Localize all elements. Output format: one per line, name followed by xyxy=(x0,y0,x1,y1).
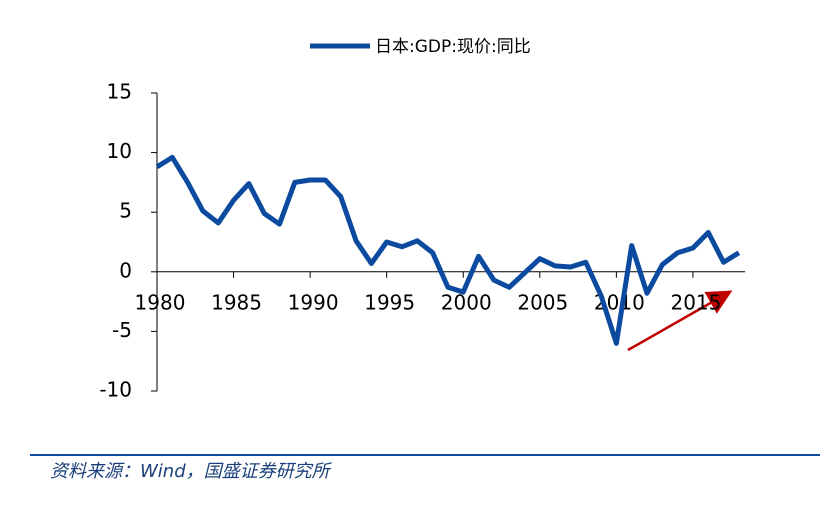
x-tick-label: 2000 xyxy=(441,290,492,314)
x-tick-label: 2005 xyxy=(517,290,568,314)
annotation-arrow xyxy=(627,290,733,352)
y-tick-label: 10 xyxy=(107,139,132,163)
x-tick-label: 2015 xyxy=(670,290,721,314)
source-note: 资料来源：Wind，国盛证券研究所 xyxy=(50,461,333,482)
y-tick-label: 15 xyxy=(107,80,132,104)
legend-label: 日本:GDP:现价:同比 xyxy=(375,37,531,57)
x-tick-label: 1985 xyxy=(211,290,262,314)
x-tick-label: 1990 xyxy=(288,290,339,314)
x-tick-label: 1995 xyxy=(364,290,415,314)
y-tick-label: -10 xyxy=(99,378,132,402)
y-tick-label: 5 xyxy=(119,199,132,223)
x-tick-label: 1980 xyxy=(135,290,186,314)
y-tick-label: -5 xyxy=(112,318,132,342)
series-line xyxy=(155,154,741,346)
y-tick-label: 0 xyxy=(119,258,132,282)
